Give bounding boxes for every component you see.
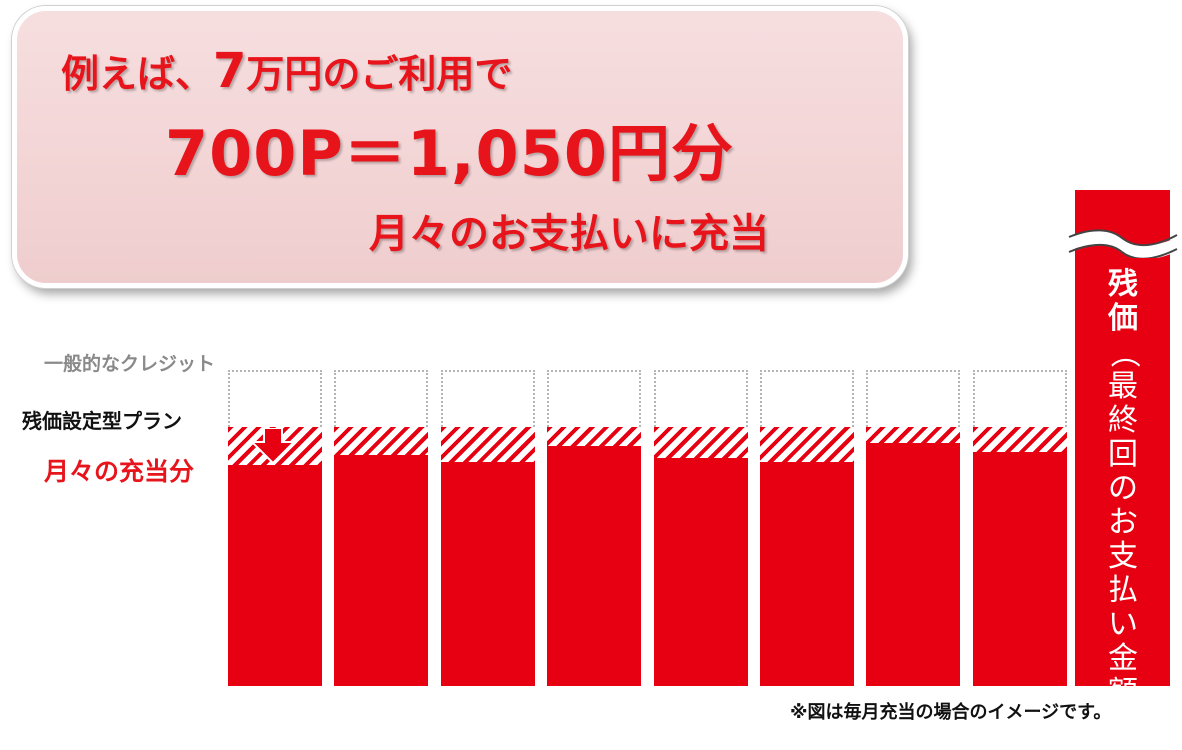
month-column <box>334 370 429 686</box>
callout-line1-prefix: 例えば、 <box>61 52 214 96</box>
final-bar-detail-char: の <box>1108 471 1138 506</box>
monthly-allocation-hatch <box>866 426 961 443</box>
final-bar-detail-char: 払 <box>1108 573 1138 608</box>
payment-bar <box>334 455 429 686</box>
label-general-credit: 一般的なクレジット <box>44 353 216 375</box>
final-bar-detail: （最終回のお支払い金額） <box>1100 336 1146 744</box>
callout-box: 例えば、7万円のご利用で 700P＝1,050円分 月々のお支払いに充当 <box>12 6 908 288</box>
callout-line1-suffix: 万円のご利用で <box>246 52 513 96</box>
final-payment-bar <box>1075 190 1170 686</box>
label-monthly-allocation: 月々の充当分 <box>44 457 195 486</box>
break-mark-icon <box>1065 229 1180 258</box>
payment-bar <box>760 461 854 686</box>
payment-bar <box>972 452 1067 686</box>
payment-bar <box>440 461 535 686</box>
down-arrow-icon <box>250 428 296 464</box>
general-credit-outline <box>972 370 1067 427</box>
monthly-allocation-hatch <box>440 426 535 462</box>
final-bar-title-char: 残 <box>1108 267 1138 302</box>
general-credit-outline <box>334 370 429 427</box>
payment-bar <box>228 464 322 686</box>
monthly-allocation-hatch <box>653 426 748 459</box>
month-column <box>653 370 748 686</box>
final-bar-detail-char: 額 <box>1108 675 1138 710</box>
general-credit-outline <box>866 370 961 427</box>
final-bar-detail-char: 支 <box>1108 539 1138 574</box>
final-bar-detail-char: 金 <box>1108 641 1138 676</box>
general-credit-outline <box>547 370 642 427</box>
final-bar-title: 残価 <box>1100 268 1146 336</box>
final-bar-detail-char: 最 <box>1108 369 1138 404</box>
callout-line1: 例えば、7万円のご利用で <box>61 43 512 99</box>
month-column <box>760 370 854 686</box>
callout-line2: 700P＝1,050円分 <box>165 117 734 190</box>
final-bar-detail-char: （ <box>1106 338 1141 368</box>
monthly-allocation-hatch <box>760 426 854 462</box>
payment-bar <box>547 445 642 686</box>
monthly-allocation-hatch <box>972 426 1067 453</box>
general-credit-outline <box>653 370 748 427</box>
general-credit-outline <box>440 370 535 427</box>
payment-bar <box>866 442 961 686</box>
final-bar-title-char: 価 <box>1108 301 1138 336</box>
callout-line1-amount: 7 <box>213 43 247 99</box>
final-bar-text: 残価 （最終回のお支払い金額） <box>1100 268 1146 744</box>
final-bar-detail-char: お <box>1108 505 1138 540</box>
month-column <box>866 370 961 686</box>
month-column <box>440 370 535 686</box>
general-credit-outline <box>228 370 322 427</box>
footnote: ※図は毎月充当の場合のイメージです。 <box>790 702 1112 723</box>
final-bar-detail-char: い <box>1108 607 1138 642</box>
payment-bar <box>653 458 748 686</box>
callout-line3: 月々のお支払いに充当 <box>369 211 769 257</box>
monthly-allocation-hatch <box>547 426 642 446</box>
month-column <box>972 370 1067 686</box>
monthly-allocation-hatch <box>334 426 429 456</box>
month-column <box>547 370 642 686</box>
final-bar-detail-char: 終 <box>1108 403 1138 438</box>
month-column <box>228 370 322 686</box>
general-credit-outline <box>760 370 854 427</box>
label-residual-plan: 残価設定型プラン <box>22 409 182 433</box>
final-bar-detail-char: 回 <box>1108 437 1138 472</box>
